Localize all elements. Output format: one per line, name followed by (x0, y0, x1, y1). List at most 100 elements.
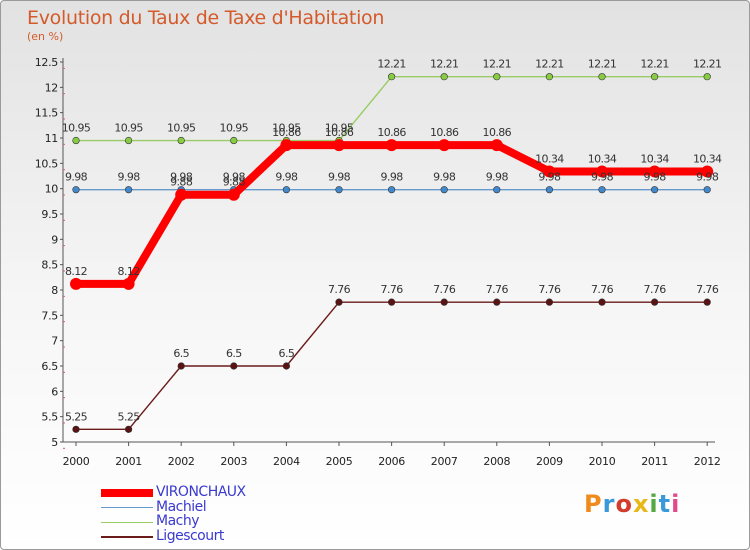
data-label-machy: 12.21 (377, 58, 406, 71)
data-point-vironchaux (175, 188, 188, 201)
data-label-machy: 12.21 (430, 58, 459, 71)
data-point-ligescourt (598, 298, 606, 306)
data-label-vironchaux: 10.86 (430, 126, 459, 139)
y-tick-label: 11.5 (35, 107, 59, 120)
legend-swatch (101, 489, 153, 497)
data-label-machiel: 9.98 (433, 171, 456, 184)
data-point-ligescourt (650, 298, 659, 306)
data-point-machiel (598, 186, 606, 194)
data-point-vironchaux (701, 165, 714, 178)
legend-label: Machiel (156, 498, 207, 515)
data-label-vironchaux: 10.86 (377, 126, 406, 139)
data-label-vironchaux: 9.88 (223, 176, 246, 189)
data-point-ligescourt (493, 298, 501, 306)
data-label-vironchaux: 10.86 (272, 126, 301, 139)
data-label-machiel: 9.98 (381, 171, 404, 184)
y-tick-label: 5.5 (41, 411, 58, 424)
series-machiel (72, 186, 711, 194)
logo-letter: i (671, 490, 681, 518)
data-label-ligescourt: 5.25 (118, 410, 141, 423)
x-tick-label: 2009 (536, 455, 563, 468)
series-vironchaux (70, 139, 714, 290)
x-tick-label: 2001 (115, 455, 142, 468)
chart-subtitle: (en %) (27, 30, 64, 43)
data-label-machy: 10.95 (62, 122, 91, 135)
data-label-machiel: 9.98 (223, 171, 246, 184)
data-point-machy (72, 136, 80, 145)
legend: VIRONCHAUX Machiel Machy Ligescourt (101, 484, 401, 544)
data-label-ligescourt: 6.5 (226, 347, 242, 360)
data-label-vironchaux: 9.88 (170, 176, 193, 189)
data-point-ligescourt (440, 298, 448, 306)
data-point-ligescourt (545, 298, 554, 306)
y-tick-label: 9 (51, 233, 58, 246)
legend-label: VIRONCHAUX (156, 484, 246, 500)
data-point-vironchaux (648, 165, 661, 178)
data-label-vironchaux: 10.34 (535, 152, 564, 165)
series-ligescourt (72, 298, 711, 433)
data-point-machiel (282, 186, 291, 194)
data-point-machy (388, 73, 396, 81)
series-machy (72, 73, 711, 145)
data-label-ligescourt: 7.76 (538, 283, 561, 296)
data-label-ligescourt: 7.76 (381, 283, 404, 296)
data-point-vironchaux (333, 139, 345, 152)
logo-letter: o (615, 490, 633, 518)
y-tick-label: 5 (51, 436, 58, 449)
logo-letter: x (632, 490, 650, 518)
data-point-vironchaux (385, 139, 398, 152)
legend-label: Machy (156, 513, 200, 530)
data-point-machiel (493, 186, 501, 194)
logo-letter: i (649, 490, 659, 518)
data-label-ligescourt: 7.76 (433, 283, 456, 296)
data-point-machiel (703, 186, 711, 194)
data-point-vironchaux (227, 188, 240, 201)
data-label-ligescourt: 7.76 (696, 283, 719, 296)
proxiti-logo: Proxiti (584, 490, 680, 518)
data-point-machy (177, 136, 185, 145)
data-point-ligescourt (335, 298, 343, 306)
data-point-ligescourt (124, 425, 133, 433)
series-line-ligescourt (76, 301, 708, 431)
data-label-ligescourt: 7.76 (486, 283, 509, 296)
data-label-vironchaux: 10.86 (325, 126, 354, 139)
data-point-machy (703, 73, 711, 81)
data-point-vironchaux (543, 165, 556, 178)
x-tick-label: 2005 (326, 455, 353, 468)
data-label-machiel: 9.98 (170, 171, 193, 184)
data-point-vironchaux (490, 139, 503, 152)
data-point-machy (650, 73, 659, 81)
data-label-machiel: 9.98 (118, 171, 141, 184)
data-point-machiel (388, 186, 396, 194)
data-label-machy: 12.21 (483, 58, 512, 71)
data-label-vironchaux: 10.34 (693, 152, 722, 165)
data-point-machy (230, 136, 238, 145)
y-tick-label: 10.5 (35, 157, 59, 170)
data-point-ligescourt (230, 362, 238, 370)
x-tick-label: 2002 (168, 455, 195, 468)
data-label-machy: 10.95 (325, 122, 354, 135)
x-tick-label: 2006 (378, 455, 405, 468)
data-point-machiel (545, 186, 554, 194)
data-label-machy: 12.21 (693, 58, 722, 71)
data-label-machiel: 9.98 (486, 171, 509, 184)
data-point-machy (440, 73, 448, 81)
data-point-machy (124, 136, 133, 145)
data-point-machy (493, 73, 501, 81)
x-tick-label: 2000 (63, 455, 90, 468)
data-label-machy: 12.21 (588, 58, 617, 71)
y-tick-label: 6.5 (41, 360, 58, 373)
y-tick-label: 12 (45, 81, 58, 94)
x-tick-label: 2012 (694, 455, 721, 468)
x-tick-label: 2003 (220, 455, 247, 468)
data-label-ligescourt: 5.25 (65, 410, 88, 423)
chart-title: Evolution du Taux de Taxe d'Habitation (27, 7, 385, 29)
data-label-ligescourt: 6.5 (173, 347, 189, 360)
data-label-vironchaux: 10.34 (640, 152, 669, 165)
data-point-machiel (440, 186, 448, 194)
data-point-machy (545, 73, 554, 81)
y-tick-label: 10 (45, 183, 59, 196)
data-label-machy: 12.21 (535, 58, 564, 71)
data-point-vironchaux (122, 277, 135, 290)
